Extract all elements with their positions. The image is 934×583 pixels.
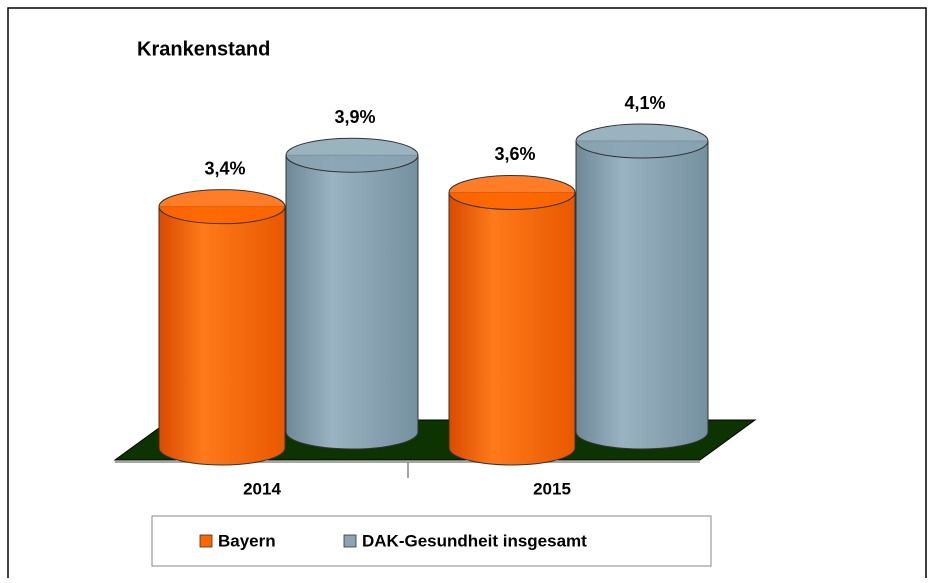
frame — [7, 7, 927, 583]
cylinder-top — [285, 137, 419, 173]
data-label: 3,4% — [204, 158, 245, 178]
cylinder-top — [448, 174, 576, 210]
cylinder — [448, 174, 576, 466]
chart-title: Krankenstand — [137, 38, 270, 60]
legend-label: DAK-Gesundheit insgesamt — [362, 531, 587, 550]
legend-swatch — [199, 534, 213, 548]
cylinder-body — [575, 140, 709, 450]
cylinder — [285, 137, 419, 450]
cylinder-top — [158, 189, 286, 225]
cylinder-body — [158, 206, 286, 466]
x-tick-label: 2014 — [243, 479, 281, 498]
legend-box — [151, 515, 712, 567]
legend-label: Bayern — [218, 531, 276, 550]
x-tick-label: 2015 — [533, 479, 571, 498]
data-label: 3,6% — [494, 144, 535, 164]
cylinder-body — [448, 191, 576, 466]
legend-swatch — [343, 534, 357, 548]
cylinder — [158, 189, 286, 466]
cylinder-body — [285, 154, 419, 450]
data-label: 3,9% — [334, 107, 375, 127]
cylinder — [575, 123, 709, 450]
data-label: 4,1% — [624, 93, 665, 113]
cylinder-top — [575, 123, 709, 159]
